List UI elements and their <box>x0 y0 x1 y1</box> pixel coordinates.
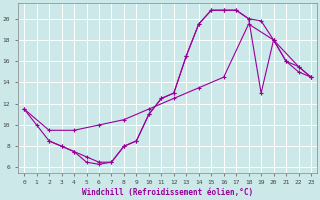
X-axis label: Windchill (Refroidissement éolien,°C): Windchill (Refroidissement éolien,°C) <box>82 188 253 197</box>
